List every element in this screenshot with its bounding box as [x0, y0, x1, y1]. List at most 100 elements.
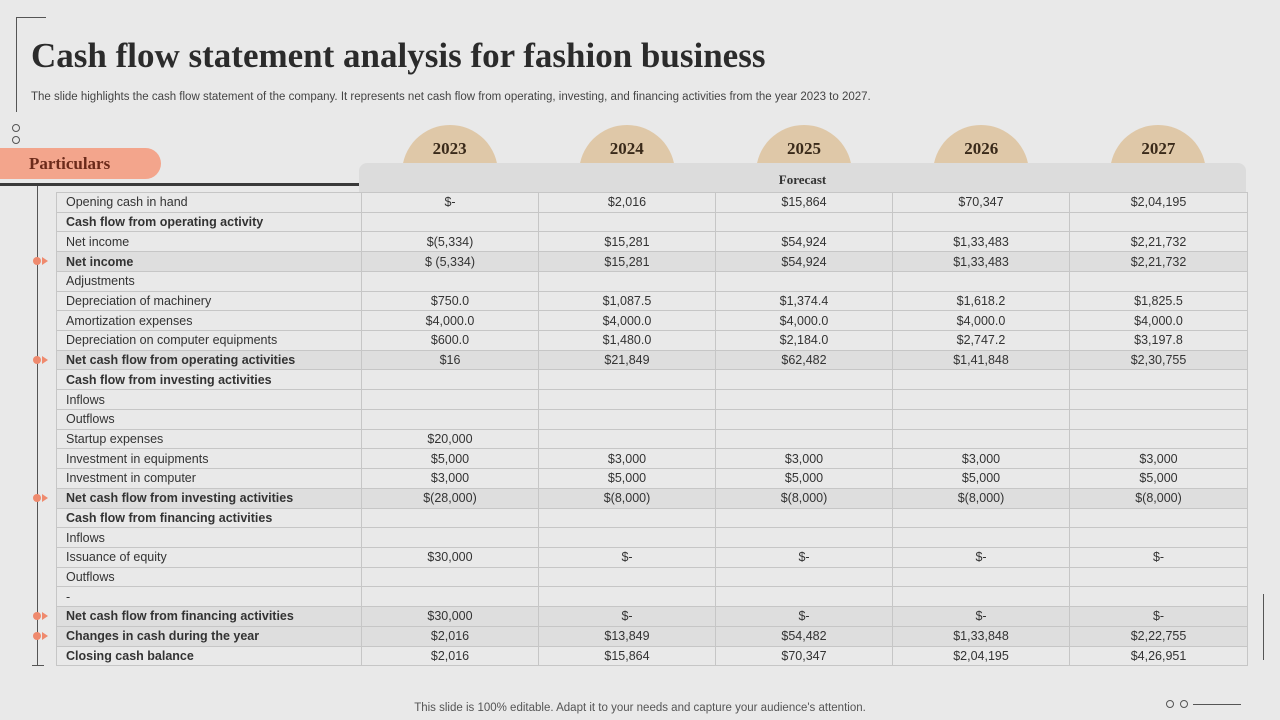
cell-value-2023: $4,000.0	[361, 310, 539, 332]
table-row: Closing cash balance $2,016 $15,864 $70,347…	[56, 645, 1248, 667]
row-marker-icon	[31, 493, 51, 503]
cell-value-2027: $2,21,732	[1069, 231, 1248, 253]
row-label: Net cash flow from investing activities	[56, 487, 362, 509]
particulars-underline	[0, 183, 359, 186]
table-row: Cash flow from investing activities	[56, 369, 1248, 391]
cell-value-2026: $2,04,195	[892, 645, 1070, 667]
table-row: Issuance of equity $30,000 $- $- $- $-	[56, 546, 1248, 568]
cell-value-2026: $1,33,483	[892, 231, 1070, 253]
cell-value-2024	[538, 428, 716, 450]
timeline-line	[37, 186, 38, 666]
cell-value-2024: $2,016	[538, 192, 716, 213]
cell-value-2024: $1,480.0	[538, 330, 716, 351]
decorative-circle-icon	[12, 136, 20, 144]
cell-value-2024: $4,000.0	[538, 310, 716, 332]
cell-value-2024	[538, 566, 716, 588]
cell-value-2025	[715, 428, 893, 450]
cell-value-2023: $(5,334)	[361, 231, 539, 253]
cell-value-2025: $54,924	[715, 251, 893, 272]
table-row: Investment in equipments $5,000 $3,000 $3,0…	[56, 448, 1248, 470]
cell-value-2024	[538, 586, 716, 608]
cell-value-2027	[1069, 507, 1248, 529]
cell-value-2023: $20,000	[361, 428, 539, 450]
table-row: Net income $ (5,334) $15,281 $54,924 $1,33,4…	[56, 251, 1248, 272]
row-label: Opening cash in hand	[56, 192, 362, 213]
cell-value-2023	[361, 389, 539, 410]
cell-value-2026	[892, 428, 1070, 450]
table-row: Cash flow from financing activities	[56, 507, 1248, 529]
row-label: Cash flow from operating activity	[56, 211, 362, 233]
cell-value-2026: $5,000	[892, 468, 1070, 489]
row-label: Cash flow from investing activities	[56, 369, 362, 391]
marker-arrow-icon	[42, 355, 48, 364]
cell-value-2024: $15,281	[538, 231, 716, 253]
cell-value-2025: $54,924	[715, 231, 893, 253]
table-row: Outflows	[56, 566, 1248, 588]
table-row: Investment in computer $3,000 $5,000 $5,000…	[56, 468, 1248, 489]
cell-value-2027: $3,197.8	[1069, 330, 1248, 351]
cell-value-2025	[715, 408, 893, 430]
year-label: 2027	[1141, 139, 1176, 158]
row-label: Inflows	[56, 389, 362, 410]
row-label: Net cash flow from financing activities	[56, 606, 362, 627]
marker-arrow-icon	[42, 257, 48, 266]
corner-frame-horizontal	[16, 17, 46, 18]
forecast-band: Forecast	[359, 163, 1246, 193]
cell-value-2023	[361, 270, 539, 292]
cell-value-2023: $3,000	[361, 468, 539, 489]
cell-value-2024	[538, 408, 716, 430]
year-label: 2026	[964, 139, 999, 158]
row-label: Outflows	[56, 408, 362, 430]
cell-value-2027: $5,000	[1069, 468, 1248, 489]
cell-value-2025	[715, 270, 893, 292]
cell-value-2026: $70,347	[892, 192, 1070, 213]
cell-value-2023	[361, 566, 539, 588]
marker-dot	[33, 631, 41, 640]
marker-dot	[33, 257, 41, 266]
cell-value-2027: $2,22,755	[1069, 625, 1248, 647]
cell-value-2024	[538, 270, 716, 292]
cell-value-2025: $70,347	[715, 645, 893, 667]
cell-value-2027	[1069, 389, 1248, 410]
table-row: Depreciation of machinery $750.0 $1,087.5 $…	[56, 290, 1248, 312]
table-row: Inflows	[56, 527, 1248, 548]
marker-arrow-icon	[42, 612, 48, 621]
cell-value-2026	[892, 507, 1070, 529]
row-label: Depreciation on computer equipments	[56, 330, 362, 351]
table-row: -	[56, 586, 1248, 608]
cell-value-2023: $16	[361, 349, 539, 371]
cell-value-2027	[1069, 428, 1248, 450]
year-label: 2023	[432, 139, 467, 158]
row-label: Inflows	[56, 527, 362, 548]
cell-value-2023	[361, 507, 539, 529]
cell-value-2025	[715, 369, 893, 391]
row-marker-icon	[31, 631, 51, 641]
row-label: Investment in computer	[56, 468, 362, 489]
year-label: 2024	[609, 139, 644, 158]
particulars-label: Particulars	[29, 154, 111, 173]
table-row: Outflows	[56, 408, 1248, 430]
row-label: Issuance of equity	[56, 546, 362, 568]
row-marker-icon	[31, 355, 51, 365]
cell-value-2024: $15,864	[538, 645, 716, 667]
footer-decorative-line	[1193, 704, 1241, 705]
cell-value-2025	[715, 211, 893, 233]
row-label: Outflows	[56, 566, 362, 588]
cell-value-2023: $30,000	[361, 606, 539, 627]
row-label: Startup expenses	[56, 428, 362, 450]
cell-value-2026: $1,41,848	[892, 349, 1070, 371]
cell-value-2026: $1,33,848	[892, 625, 1070, 647]
cell-value-2027	[1069, 270, 1248, 292]
row-label: Net cash flow from operating activities	[56, 349, 362, 371]
cell-value-2023: $-	[361, 192, 539, 213]
cell-value-2025	[715, 507, 893, 529]
cell-value-2027: $3,000	[1069, 448, 1248, 470]
cell-value-2026: $3,000	[892, 448, 1070, 470]
timeline-end-tick	[32, 665, 44, 666]
row-label: Net income	[56, 251, 362, 272]
cell-value-2024: $(8,000)	[538, 487, 716, 509]
cell-value-2025	[715, 389, 893, 410]
marker-arrow-icon	[42, 631, 48, 640]
cell-value-2023: $(28,000)	[361, 487, 539, 509]
row-label: Investment in equipments	[56, 448, 362, 470]
